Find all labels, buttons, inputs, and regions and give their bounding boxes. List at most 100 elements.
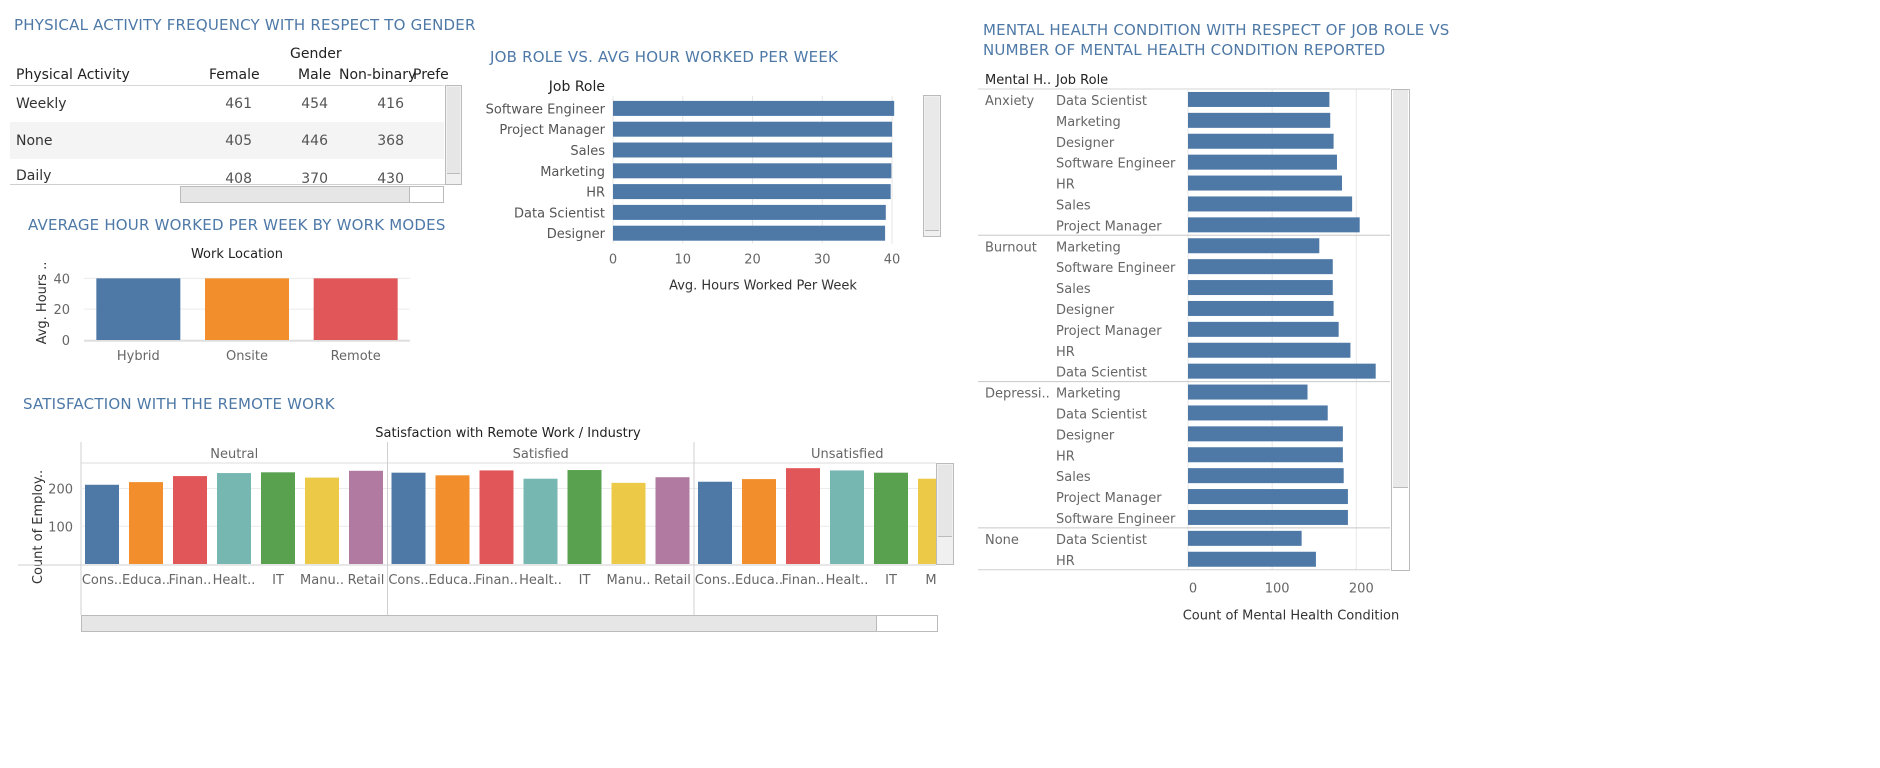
mental-count-bar	[1188, 217, 1360, 233]
job-role-label: Software Engineer	[1056, 512, 1176, 527]
table-row: None 405 446 368	[10, 122, 444, 159]
cell-value: 461	[225, 96, 252, 112]
industry-label: Manu..	[607, 573, 651, 588]
industry-bar	[786, 468, 820, 564]
y-axis-title: Count of Employ..	[31, 470, 46, 584]
job-role-label: Marketing	[1056, 240, 1121, 255]
scroll-thumb[interactable]	[181, 187, 410, 202]
scroll-thumb[interactable]	[447, 87, 460, 174]
job-role-label: Designer	[1056, 303, 1115, 318]
mental-count-bar	[1188, 468, 1344, 484]
job-role-label: Software Engineer	[1056, 261, 1176, 276]
table-row: Weekly 461 454 416	[10, 86, 444, 122]
mental-count-bar	[1188, 154, 1337, 170]
job-role-label: HR	[1056, 345, 1075, 360]
job-role-label: Project Manager	[1056, 219, 1162, 234]
x-tick-label: 100	[1265, 582, 1290, 597]
table-row: Daily 408 370 430	[10, 159, 444, 184]
row-label: Daily	[16, 168, 52, 184]
job-role-label: Sales	[570, 144, 605, 159]
job-role-label: Project Manager	[1056, 491, 1162, 506]
remote-hscroll[interactable]	[81, 615, 938, 632]
col-prefer: Prefe	[413, 67, 449, 83]
cell-value: 368	[377, 133, 404, 149]
mental-count-bar	[1188, 300, 1334, 316]
industry-bar	[435, 475, 470, 564]
mental-count-bar	[1188, 551, 1316, 567]
work-location-header: Work Location	[191, 247, 283, 262]
scroll-thumb[interactable]	[938, 465, 952, 537]
x-axis-title: Count of Mental Health Condition	[1183, 609, 1400, 624]
activity-vscroll[interactable]	[445, 85, 462, 185]
job-role-label: Data Scientist	[1056, 533, 1147, 548]
job-role-label: Marketing	[1056, 387, 1121, 402]
mental-col1-header: Mental H..	[985, 73, 1051, 88]
x-tick-label: 20	[744, 253, 761, 268]
mental-count-bar	[1188, 133, 1334, 149]
mental-count-bar	[1188, 426, 1343, 442]
y-axis-title: Avg. Hours ..	[35, 262, 50, 345]
x-tick-label: 0	[609, 253, 617, 268]
industry-label: IT	[579, 573, 591, 588]
scroll-thumb[interactable]	[1393, 90, 1408, 488]
industry-bar	[217, 473, 251, 564]
industry-bar	[611, 482, 646, 564]
activity-hscroll[interactable]	[180, 186, 444, 203]
cell-value: 430	[377, 171, 404, 184]
scroll-thumb[interactable]	[925, 97, 939, 231]
industry-label: Retail	[654, 573, 691, 588]
workmode-title: AVERAGE HOUR WORKED PER WEEK BY WORK MOD…	[28, 216, 446, 234]
industry-bar	[698, 481, 732, 564]
mental-count-bar	[1188, 363, 1376, 379]
industry-label: Retail	[348, 573, 385, 588]
mental-count-bar	[1188, 91, 1330, 107]
job-role-label: HR	[586, 186, 605, 201]
job-role-label: Data Scientist	[1056, 408, 1147, 423]
gender-header: Gender	[290, 46, 342, 62]
work-mode-bar	[96, 278, 181, 340]
job-role-label: Designer	[547, 227, 606, 242]
industry-bar	[85, 484, 119, 564]
job-role-label: Sales	[1056, 199, 1091, 214]
industry-bar	[655, 477, 690, 564]
jobhours-vscroll[interactable]	[923, 95, 941, 237]
job-hours-bar	[613, 100, 895, 116]
job-role-label: Project Manager	[499, 123, 605, 138]
industry-bar	[129, 482, 163, 564]
condition-label: Anxiety	[985, 94, 1035, 109]
col-male: Male	[298, 67, 332, 83]
remote-vscroll[interactable]	[936, 463, 954, 565]
mental-chart: Mental H.. Job Role 0 100 200 Anxiety Data Sci…	[978, 73, 1400, 624]
job-role-label: Sales	[1056, 470, 1091, 485]
job-hours-bar	[613, 184, 891, 200]
job-hours-bar	[613, 204, 886, 220]
industry-bar	[567, 470, 602, 564]
industry-bar	[479, 470, 514, 564]
mental-vscroll[interactable]	[1391, 89, 1410, 571]
x-tick-label: Hybrid	[117, 349, 160, 364]
industry-label: Cons..	[695, 573, 735, 588]
job-hours-bar	[613, 225, 886, 241]
jobhours-chart: Job Role 0 10 20 30 40 Software Engineer Projec…	[486, 79, 901, 294]
activity-title: PHYSICAL ACTIVITY FREQUENCY WITH RESPECT…	[14, 16, 476, 34]
workmode-chart: Work Location Avg. Hours .. 0 20 40 Hybrid Ons…	[35, 247, 410, 364]
industry-bar	[523, 478, 558, 564]
industry-label: Finan..	[169, 573, 212, 588]
job-role-label: Software Engineer	[486, 102, 606, 117]
remote-chart: Satisfaction with Remote Work / Industry…	[18, 420, 958, 616]
mental-count-bar	[1188, 238, 1320, 254]
job-role-label: Data Scientist	[1056, 366, 1147, 381]
satisfaction-group-label: Satisfied	[513, 447, 569, 462]
job-role-label: Designer	[1056, 136, 1115, 151]
x-tick-label: 10	[674, 253, 691, 268]
mental-title-line1: MENTAL HEALTH CONDITION WITH RESPECT OF …	[983, 21, 1450, 39]
scroll-thumb[interactable]	[82, 616, 877, 631]
mental-count-bar	[1188, 321, 1339, 337]
industry-label: Manu..	[300, 573, 344, 588]
mental-count-bar	[1188, 405, 1328, 421]
job-role-label: Sales	[1056, 282, 1091, 297]
industry-label: Healt..	[826, 573, 869, 588]
job-role-label: HR	[1056, 449, 1075, 464]
job-role-label: HR	[1056, 554, 1075, 569]
industry-label: Healt..	[519, 573, 562, 588]
